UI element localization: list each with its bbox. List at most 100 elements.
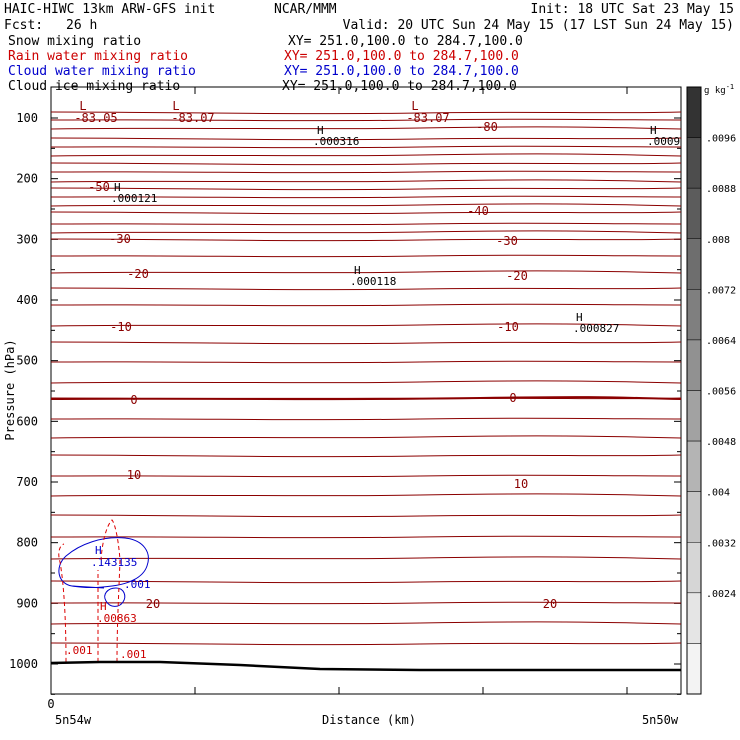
x-axis <box>50 87 628 694</box>
isotherm-label: -40 <box>467 204 489 218</box>
isotherm-line <box>50 580 682 584</box>
rain-water-labels: H .00863 .001 .001 <box>66 600 147 661</box>
y-tick-label: 300 <box>16 232 38 246</box>
isotherm-zero-line <box>50 396 682 400</box>
y-tick-label: 800 <box>16 536 38 550</box>
isotherm-line <box>50 601 682 605</box>
isotherm-line <box>50 514 682 518</box>
colorbar: .0096 .0088 .008 .0072 .0064 .0056 .0048 .004 .0… <box>686 86 736 695</box>
colorbar-swatch <box>686 137 702 189</box>
rain-water-contour <box>100 519 121 663</box>
isotherm-label: -83.07 <box>406 111 449 125</box>
colorbar-label: .008 <box>706 235 730 246</box>
init-time: Init: 18 UTC Sat 23 May 15 <box>531 2 735 17</box>
cloud-water-labels: H .143135 .001 <box>91 544 151 591</box>
colorbar-swatch <box>686 339 702 391</box>
isotherm-line <box>50 493 682 497</box>
isotherm-line <box>50 222 682 226</box>
colorbar-label: .0032 <box>706 538 736 549</box>
isotherm-labels: L -83.05 L -83.07 L -83.07 -80 -50 -40 -… <box>74 99 557 611</box>
isotherm-label: 10 <box>514 477 528 491</box>
isotherm-line <box>50 211 682 215</box>
isotherm-line <box>50 118 682 122</box>
cloud-water-contours <box>58 537 149 607</box>
colorbar-swatch <box>686 390 702 442</box>
x-origin-label: 0 <box>47 697 54 711</box>
isotherm-label: -83.05 <box>74 111 117 125</box>
isotherm-label: 0 <box>130 393 137 407</box>
field-name-cloudwater: Cloud water mixing ratio <box>8 64 196 79</box>
isotherm-label: L <box>172 99 179 113</box>
isotherm-line <box>50 380 682 384</box>
colorbar-label: .0056 <box>706 387 736 398</box>
y-axis-title: Pressure (hPa) <box>3 339 17 440</box>
isotherm-line <box>50 535 682 539</box>
isotherm-label: 10 <box>127 468 141 482</box>
extremum-marker: H <box>650 124 657 137</box>
isotherm-label: -80 <box>476 120 498 134</box>
y-tick-label: 600 <box>16 414 38 428</box>
isotherm-line <box>50 360 682 364</box>
isotherm-line <box>50 323 682 327</box>
y-tick-label: 400 <box>16 293 38 307</box>
isotherm-label: -10 <box>497 320 519 334</box>
org-label: NCAR/MMM <box>274 2 337 17</box>
extremum-marker: H <box>354 264 361 277</box>
isotherm-line <box>50 474 682 478</box>
x-left-label: 5n54w <box>55 713 92 727</box>
isotherm-line <box>50 230 682 234</box>
isotherm-label: -20 <box>127 267 149 281</box>
y-tick-label: 100 <box>16 111 38 125</box>
rain-water-contour-label: .001 <box>66 644 93 657</box>
colorbar-swatch <box>686 592 702 644</box>
isotherm-label: -30 <box>496 234 518 248</box>
colorbar-swatch <box>686 542 702 594</box>
isotherm-line <box>50 238 682 242</box>
rain-water-max-marker: H <box>100 600 107 613</box>
isotherm-line <box>50 454 682 458</box>
isotherm-label: 20 <box>146 597 160 611</box>
cloud-water-contour-label: .001 <box>124 578 151 591</box>
extremum-marker: H <box>576 311 583 324</box>
rain-water-max-value: .00863 <box>97 612 137 625</box>
isotherm-line <box>50 187 682 191</box>
isotherm-line <box>50 153 682 157</box>
colorbar-frame <box>686 86 702 695</box>
extremum-value: .000121 <box>111 192 157 205</box>
colorbar-label: .004 <box>706 488 730 499</box>
colorbar-label: .0096 <box>706 134 736 145</box>
isotherm-line <box>50 435 682 439</box>
temperature-isotherms <box>50 111 682 646</box>
y-tick-label: 500 <box>16 354 38 368</box>
isotherm-line <box>50 195 682 199</box>
y-tick-label: 1000 <box>9 657 38 671</box>
x-axis-title: Distance (km) <box>322 713 416 727</box>
colorbar-unit: g kg-1 <box>704 83 734 96</box>
isotherm-line <box>50 137 682 141</box>
extremum-value: .0009 <box>647 135 680 148</box>
isotherm-label: 20 <box>543 597 557 611</box>
y-tick-label: 900 <box>16 596 38 610</box>
isotherm-line <box>50 417 682 421</box>
field-xy-cloudwater: XY= 251.0,100.0 to 284.7,100.0 <box>284 64 519 79</box>
colorbar-swatch <box>686 491 702 543</box>
extrema-labels: H .000316 H .0009 H .000121 H .000118 H … <box>111 124 680 335</box>
isotherm-line <box>50 621 682 625</box>
isotherm-label: -20 <box>506 269 528 283</box>
fcst-label: Fcst: <box>4 18 43 33</box>
field-xy-rain: XY= 251.0,100.0 to 284.7,100.0 <box>284 49 519 64</box>
colorbar-label: .0088 <box>706 184 736 195</box>
isotherm-label: L <box>79 99 86 113</box>
colorbar-label: .0024 <box>706 589 736 600</box>
extremum-value: .000316 <box>313 135 359 148</box>
isotherm-label: L <box>411 99 418 113</box>
colorbar-label: .0048 <box>706 437 736 448</box>
colorbar-swatch <box>686 440 702 492</box>
fcst-value: 26 h <box>66 18 97 33</box>
colorbar-swatch <box>686 289 702 341</box>
isotherm-line <box>50 341 682 345</box>
field-name-snow: Snow mixing ratio <box>8 34 141 49</box>
isotherm-line <box>50 170 682 174</box>
cloud-water-contour <box>58 537 149 588</box>
